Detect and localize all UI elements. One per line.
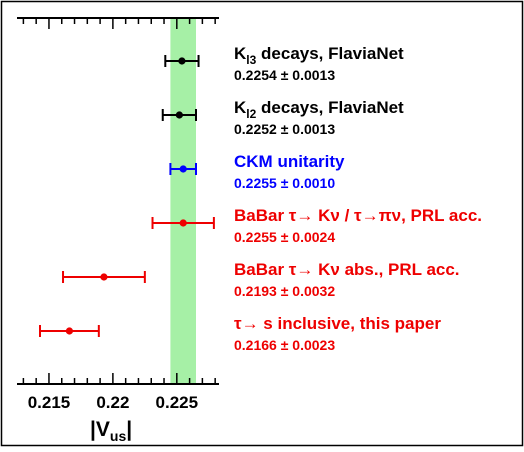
data-point — [179, 219, 187, 227]
series-value: 0.2252 ± 0.0013 — [234, 121, 335, 137]
data-point — [175, 111, 183, 119]
x-tick-label: 0.22 — [96, 393, 129, 412]
x-axis-title: |Vus| — [90, 418, 132, 444]
series-value: 0.2166 ± 0.0023 — [234, 337, 335, 353]
series-value: 0.2255 ± 0.0024 — [234, 229, 335, 245]
data-point — [65, 327, 74, 335]
series-label: BaBar τ→ Kν / τ→πν, PRL acc. — [234, 206, 482, 225]
x-tick-label: 0.225 — [156, 393, 199, 412]
series-label: Kl2 decays, FlaviaNet — [234, 98, 404, 121]
data-point — [179, 165, 187, 173]
series-value: 0.2193 ± 0.0032 — [234, 283, 335, 299]
data-point — [100, 273, 108, 281]
series-label: Kl3 decays, FlaviaNet — [234, 44, 404, 67]
data-point — [178, 57, 186, 65]
series-label: BaBar τ→ Kν abs., PRL acc. — [234, 260, 460, 279]
series-label: τ→ s inclusive, this paper — [234, 314, 441, 333]
series-value: 0.2254 ± 0.0013 — [234, 67, 335, 83]
series-label: CKM unitarity — [234, 152, 345, 171]
series-value: 0.2255 ± 0.0010 — [234, 175, 335, 191]
reference-band — [170, 18, 196, 384]
x-tick-label: 0.215 — [28, 393, 71, 412]
